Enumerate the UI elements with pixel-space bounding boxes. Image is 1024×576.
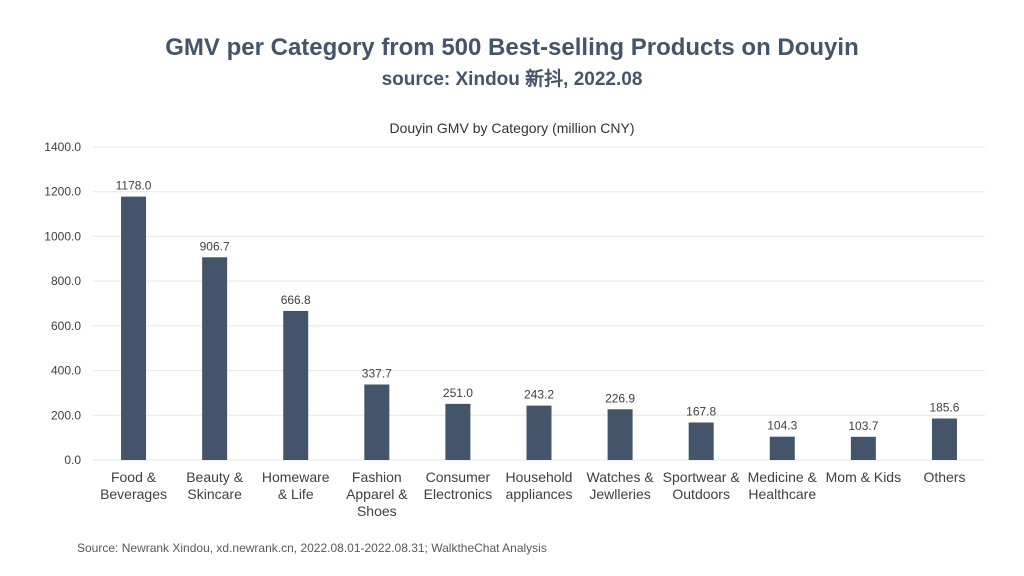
category-label-line: Homeware — [262, 469, 330, 485]
data-labels: 1178.0 906.7 666.8 337.7 251.0 243.2 226.9 167.… — [116, 179, 960, 433]
category-label: Household appliances — [506, 469, 573, 502]
y-tick-label: 200.0 — [51, 408, 81, 422]
category-label-line: Mom & Kids — [826, 469, 901, 485]
category-label-line: Medicine & — [748, 469, 818, 485]
data-label: 185.6 — [929, 401, 959, 415]
bar — [526, 405, 552, 460]
y-tick-label: 400.0 — [51, 364, 81, 378]
bar — [202, 257, 228, 460]
bar — [688, 422, 714, 460]
category-label: Others — [923, 469, 965, 485]
category-label-line: Household — [506, 469, 573, 485]
category-label: Consumer Electronics — [424, 469, 492, 502]
source-note: Source: Newrank Xindou, xd.newrank.cn, 2… — [77, 541, 547, 555]
category-label: Mom & Kids — [826, 469, 901, 485]
data-label: 337.7 — [362, 366, 392, 380]
page-title: GMV per Category from 500 Best-selling P… — [165, 34, 859, 61]
data-label: 251.0 — [443, 386, 473, 400]
x-axis-categories: Food & Beverages Beauty & Skincare Homeware &… — [100, 469, 965, 519]
category-label: Homeware & Life — [262, 469, 330, 502]
category-label: Food & Beverages — [100, 469, 167, 502]
category-label-line: Shoes — [357, 503, 397, 519]
data-label: 906.7 — [200, 239, 230, 253]
category-label-line: Jewlleries — [589, 486, 650, 502]
data-label: 1178.0 — [116, 179, 152, 193]
bar — [931, 418, 957, 460]
category-label: Medicine & Healthcare — [748, 469, 818, 502]
data-label: 103.7 — [848, 419, 878, 433]
bar — [445, 403, 471, 460]
category-label-line: Beauty & — [186, 469, 243, 485]
category-label-line: Skincare — [187, 486, 242, 502]
bar — [769, 436, 795, 460]
bar — [850, 436, 876, 460]
y-tick-label: 800.0 — [51, 274, 81, 288]
category-label: Fashion Apparel & Shoes — [346, 469, 408, 519]
category-label-line: Fashion — [352, 469, 402, 485]
bar — [607, 409, 633, 460]
category-label-line: Others — [923, 469, 965, 485]
y-tick-label: 1200.0 — [44, 185, 81, 199]
category-label-line: Consumer — [426, 469, 491, 485]
data-label: 243.2 — [524, 388, 554, 402]
category-label-line: Electronics — [424, 486, 492, 502]
y-tick-label: 0.0 — [64, 453, 81, 467]
category-label-line: Healthcare — [748, 486, 816, 502]
data-label: 666.8 — [281, 293, 311, 307]
bars — [121, 196, 957, 460]
category-label-line: Food & — [111, 469, 157, 485]
category-label: Sportwear & Outdoors — [663, 469, 741, 502]
bar — [364, 384, 390, 460]
y-tick-label: 600.0 — [51, 319, 81, 333]
y-axis-ticks: 0.0 200.0 400.0 600.0 800.0 1000.0 1200.0 1400.… — [44, 140, 81, 467]
category-label-line: Apparel & — [346, 486, 408, 502]
category-label-line: Outdoors — [672, 486, 730, 502]
category-label: Beauty & Skincare — [186, 469, 243, 502]
bar — [121, 196, 147, 460]
category-label-line: Beverages — [100, 486, 167, 502]
category-label-line: & Life — [278, 486, 314, 502]
data-label: 104.3 — [767, 419, 797, 433]
data-label: 226.9 — [605, 391, 635, 405]
category-label-line: Watches & — [587, 469, 655, 485]
category-label-line: Sportwear & — [663, 469, 741, 485]
chart-title: Douyin GMV by Category (million CNY) — [389, 120, 634, 136]
category-label: Watches & Jewlleries — [587, 469, 655, 502]
data-label: 167.8 — [686, 404, 716, 418]
y-tick-label: 1000.0 — [44, 229, 81, 243]
bar — [283, 310, 309, 460]
category-label-line: appliances — [506, 486, 573, 502]
y-tick-label: 1400.0 — [44, 140, 81, 154]
page-subtitle: source: Xindou 新抖, 2022.08 — [381, 69, 643, 90]
